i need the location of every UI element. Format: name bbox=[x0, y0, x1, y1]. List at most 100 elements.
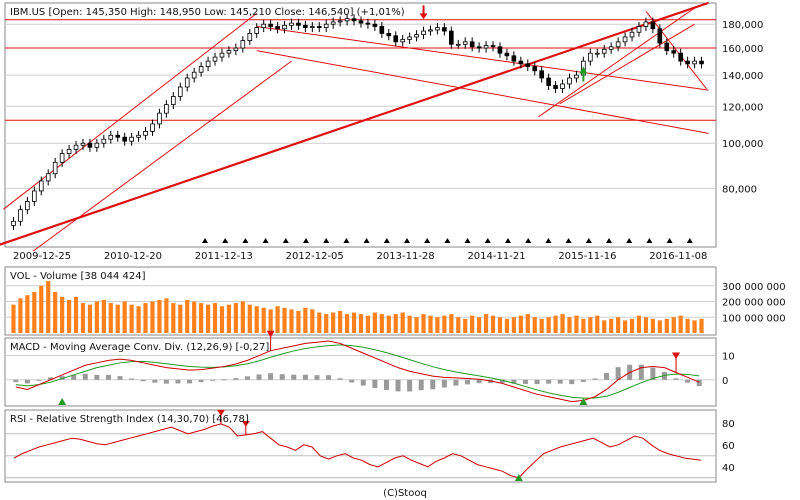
period-marker-triangle bbox=[222, 238, 229, 243]
volume-bar bbox=[421, 314, 426, 333]
candle-body bbox=[247, 33, 253, 41]
candle-body bbox=[442, 27, 447, 32]
candle-body bbox=[282, 24, 287, 30]
candle-body bbox=[525, 63, 531, 67]
candle-body bbox=[240, 40, 246, 49]
trendline-descending-lower bbox=[256, 50, 709, 134]
volume-bar bbox=[442, 315, 447, 333]
volume-bar bbox=[532, 317, 537, 333]
candle-body bbox=[664, 42, 670, 51]
volume-title: VOL - Volume [38 044 424] bbox=[10, 271, 146, 282]
period-marker-triangle bbox=[626, 238, 633, 243]
trendline-descending-upper bbox=[256, 25, 709, 91]
macd-signal-markers bbox=[58, 330, 681, 405]
volume-bar bbox=[136, 306, 141, 333]
candle-body bbox=[11, 220, 16, 226]
volume-bar bbox=[233, 303, 238, 333]
price-y-tick-label: 80,000 bbox=[722, 184, 757, 195]
volume-bar bbox=[164, 298, 169, 333]
volume-y-axis: 100 000 000 200 000 000 300 000 000 bbox=[722, 282, 786, 325]
macd-histogram-bar bbox=[580, 379, 586, 382]
candle-body bbox=[310, 26, 315, 29]
candle-body bbox=[678, 52, 683, 62]
volume-bar bbox=[609, 318, 614, 333]
volume-bar bbox=[115, 304, 120, 333]
macd-panel: 0 10 MACD - Moving Average Conv. Div. (12… bbox=[4, 330, 735, 407]
candle-body bbox=[191, 71, 197, 79]
price-title: IBM.US [Open: 145,350 High: 148,950 Low:… bbox=[10, 7, 405, 18]
volume-bar bbox=[414, 317, 419, 333]
price-plot-frame bbox=[4, 2, 717, 248]
macd-histogram-bar bbox=[291, 374, 297, 380]
trendline-channel-upper bbox=[3, 12, 258, 210]
volume-bar bbox=[595, 315, 600, 333]
volume-bar bbox=[456, 317, 461, 333]
macd-title: MACD - Moving Average Conv. Div. (12,26,… bbox=[10, 342, 269, 353]
candle-body bbox=[608, 46, 614, 50]
volume-bar bbox=[247, 304, 252, 333]
candle-body bbox=[539, 70, 544, 79]
macd-histogram-bar bbox=[302, 374, 308, 380]
macd-histogram-bar bbox=[175, 379, 181, 384]
macd-histogram-bar bbox=[117, 376, 123, 380]
volume-bar bbox=[539, 318, 544, 333]
volume-bar bbox=[101, 299, 106, 333]
macd-histogram-bar bbox=[407, 379, 413, 392]
candle-body bbox=[629, 31, 635, 38]
volume-bar bbox=[463, 318, 468, 333]
price-x-tick-label: 2013-11-28 bbox=[377, 251, 435, 262]
candle-body bbox=[115, 134, 121, 138]
trendline-recent-down bbox=[645, 10, 707, 90]
period-marker-triangle bbox=[646, 238, 653, 243]
macd-histogram-bar bbox=[383, 379, 389, 390]
candle-body bbox=[421, 30, 426, 35]
candle-body bbox=[261, 23, 266, 29]
volume-bar bbox=[379, 314, 384, 333]
period-marker-triangle bbox=[282, 238, 289, 243]
candle-body bbox=[66, 148, 72, 154]
macd-histogram-bar bbox=[453, 379, 459, 386]
candle-body bbox=[59, 153, 65, 163]
macd-histogram-bar bbox=[233, 378, 239, 380]
candle-body bbox=[622, 36, 628, 43]
macd-histogram-bar bbox=[187, 379, 193, 384]
candle-body bbox=[198, 66, 204, 73]
candle-body bbox=[532, 66, 538, 72]
macd-histogram-bar bbox=[48, 377, 54, 380]
macd-histogram-bar bbox=[314, 375, 320, 380]
macd-histogram-bar bbox=[140, 379, 146, 382]
candle-body bbox=[386, 33, 392, 37]
period-marker-triangle bbox=[585, 238, 592, 243]
price-y-axis: 80,000 100,000 120,000 140,000 160,000 180,00… bbox=[722, 20, 763, 195]
volume-bar bbox=[18, 298, 23, 333]
trendline-channel-lower bbox=[32, 60, 292, 252]
volume-bar bbox=[365, 315, 371, 333]
rsi-y-tick-label: 80 bbox=[722, 419, 735, 430]
macd-histogram-bar bbox=[395, 379, 401, 392]
candle-body bbox=[157, 112, 162, 125]
period-marker-triangle bbox=[525, 238, 532, 243]
volume-bar bbox=[602, 320, 607, 333]
volume-bar bbox=[254, 306, 259, 333]
trendline-rebound-lower bbox=[559, 23, 695, 105]
candle-body bbox=[143, 131, 148, 136]
period-marker-triangle bbox=[606, 238, 612, 243]
candle-body bbox=[38, 180, 44, 192]
macd-histogram-bar bbox=[82, 373, 88, 380]
candle-body bbox=[101, 138, 107, 144]
period-marker-triangle bbox=[343, 238, 350, 243]
macd-y-axis: 0 10 bbox=[722, 352, 735, 387]
volume-bar bbox=[46, 281, 51, 333]
macd-histogram-bar bbox=[673, 378, 679, 380]
volume-bar bbox=[268, 309, 273, 333]
macd-histogram-bar bbox=[441, 379, 447, 388]
candle-body bbox=[136, 134, 141, 138]
candle-body bbox=[379, 26, 385, 34]
volume-bar bbox=[240, 301, 245, 333]
macd-histogram-bar bbox=[163, 379, 169, 384]
macd-histogram-bar bbox=[71, 374, 77, 380]
candle-body bbox=[414, 34, 419, 38]
candle-body bbox=[574, 74, 579, 79]
candle-body bbox=[80, 142, 86, 146]
macd-histogram-bar bbox=[430, 379, 436, 390]
